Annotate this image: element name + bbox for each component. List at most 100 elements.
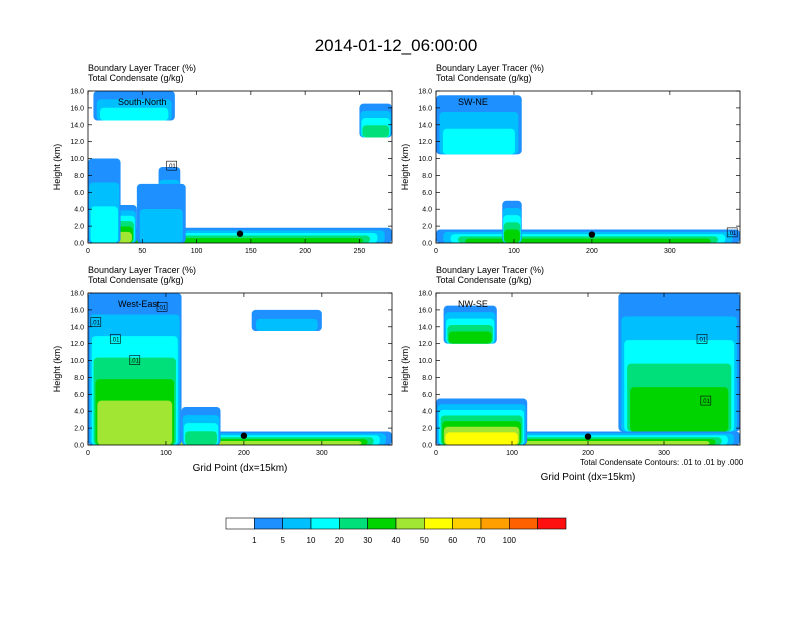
colorbar-segment — [339, 517, 368, 530]
y-tick-label: 4.0 — [74, 409, 84, 416]
x-axis-label: Grid Point (dx=15km) — [193, 463, 288, 474]
x-tick-label: 0 — [434, 248, 438, 255]
x-tick-label: 100 — [191, 248, 203, 255]
tracer-band — [139, 209, 183, 243]
tracer-band — [255, 318, 318, 331]
tracer-band — [445, 432, 518, 445]
x-tick-label: 300 — [664, 248, 676, 255]
panel-field2-label: Total Condensate (g/kg) — [88, 73, 184, 83]
plot-area: .01 — [88, 91, 392, 243]
contour-label: .01 — [158, 305, 167, 311]
y-tick-label: 2.0 — [74, 426, 84, 433]
panel-west-east: Boundary Layer Tracer (%)Total Condensat… — [52, 265, 393, 474]
contour-label-box — [700, 395, 712, 406]
contour-label-box — [166, 160, 177, 171]
y-tick-label: 14.0 — [418, 122, 432, 129]
contour-label: .01 — [728, 231, 737, 237]
tracer-band — [448, 331, 492, 344]
y-tick-label: 18.0 — [70, 89, 84, 96]
y-axis-label: Height (km) — [400, 144, 410, 191]
colorbar-label: 50 — [420, 536, 429, 545]
colorbar-segment — [310, 517, 340, 530]
panel-sw-ne: Boundary Layer Tracer (%)Total Condensat… — [400, 63, 741, 255]
x-tick-label: 200 — [582, 450, 594, 457]
contour-label: .01 — [702, 399, 711, 405]
x-tick-label: 200 — [586, 248, 598, 255]
x-tick-label: 150 — [245, 248, 257, 255]
contour-label: .01 — [131, 359, 140, 365]
section-label: South-North — [118, 97, 167, 107]
y-tick-label: 4.0 — [422, 409, 432, 416]
contour-label-box — [109, 334, 121, 344]
y-tick-label: 0.0 — [422, 443, 432, 450]
y-tick-label: 16.0 — [418, 307, 432, 314]
y-tick-label: 8.0 — [422, 375, 432, 382]
x-tick-label: 50 — [138, 248, 146, 255]
y-axis-label: Height (km) — [400, 346, 410, 393]
y-tick-label: 14.0 — [70, 122, 84, 129]
y-axis-label: Height (km) — [52, 346, 62, 393]
tracer-band — [630, 387, 729, 432]
panels: Boundary Layer Tracer (%) Total Condensat… — [52, 63, 741, 483]
y-tick-label: 16.0 — [70, 105, 84, 112]
panel-south-north: Boundary Layer Tracer (%)Total Condensat… — [52, 63, 393, 255]
y-axis-label: Height (km) — [52, 144, 62, 191]
x-tick-label: 0 — [434, 450, 438, 457]
location-marker — [584, 433, 592, 440]
plot-frame — [87, 90, 393, 244]
colorbar-segment — [424, 517, 453, 530]
y-tick-label: 8.0 — [74, 375, 84, 382]
y-tick-label: 18.0 — [418, 89, 432, 96]
x-tick-label: 0 — [86, 450, 90, 457]
section-label: SW-NE — [458, 97, 488, 107]
y-tick-label: 6.0 — [74, 392, 84, 399]
location-marker — [588, 231, 596, 238]
y-tick-label: 10.0 — [418, 358, 432, 365]
plot-frame — [435, 90, 741, 244]
contour-label-box — [129, 355, 141, 365]
x-tick-label: 300 — [658, 450, 670, 457]
colorbar-segment — [452, 517, 482, 530]
panel-field2-label: Total Condensate (g/kg) — [88, 275, 184, 285]
contour-label-box — [726, 227, 738, 238]
colorbar-segment — [537, 517, 567, 530]
tracer-band — [97, 400, 173, 445]
y-tick-label: 4.0 — [422, 207, 432, 214]
tracer-band — [362, 125, 390, 138]
panel-field1-label: Boundary Layer Tracer (%) — [436, 63, 544, 73]
plot-area: .01 .01 .01 .01 — [88, 293, 392, 445]
y-tick-label: 16.0 — [418, 105, 432, 112]
colorbar-segment — [509, 517, 538, 530]
colorbar-label: 100 — [503, 536, 517, 545]
x-axis-label: Grid Point (dx=15km) — [541, 472, 636, 483]
contour-note: Total Condensate Contours: .01 to .01 by… — [580, 458, 744, 467]
y-tick-label: 10.0 — [70, 156, 84, 163]
plot-frame — [87, 292, 393, 446]
tracer-band — [504, 229, 520, 243]
colorbar-label: 10 — [307, 536, 316, 545]
y-tick-label: 0.0 — [74, 443, 84, 450]
y-tick-label: 16.0 — [70, 307, 84, 314]
y-tick-label: 12.0 — [418, 139, 432, 146]
y-tick-label: 18.0 — [70, 291, 84, 298]
y-tick-label: 2.0 — [422, 426, 432, 433]
y-tick-label: 6.0 — [422, 392, 432, 399]
contour-label-box — [156, 302, 168, 312]
y-tick-label: 6.0 — [422, 190, 432, 197]
y-tick-label: 10.0 — [70, 358, 84, 365]
contour-label-box — [696, 334, 708, 344]
colorbar-segment — [282, 517, 312, 530]
contour-label-box — [90, 317, 102, 327]
y-tick-label: 14.0 — [418, 324, 432, 331]
y-tick-label: 6.0 — [74, 190, 84, 197]
colorbar-segment — [395, 517, 425, 530]
plot-area: .01 — [436, 91, 740, 243]
y-tick-label: 14.0 — [70, 324, 84, 331]
y-tick-label: 10.0 — [418, 156, 432, 163]
x-tick-label: 300 — [316, 450, 328, 457]
y-tick-label: 8.0 — [422, 173, 432, 180]
section-label: West-East — [118, 299, 160, 309]
y-tick-label: 12.0 — [418, 341, 432, 348]
colorbar-label: 70 — [477, 536, 486, 545]
